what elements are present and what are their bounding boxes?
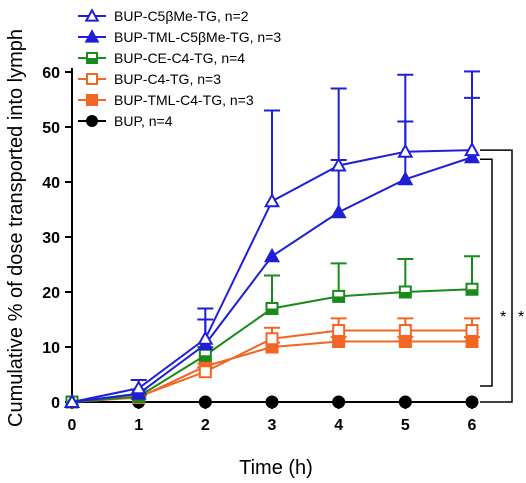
legend-label: BUP-C5βMe-TG, n=2 <box>114 8 249 24</box>
x-tick-label: 3 <box>268 417 277 434</box>
y-tick-label: 50 <box>42 120 60 137</box>
data-point-fill <box>199 355 211 361</box>
x-tick-label: 6 <box>468 417 477 434</box>
data-point <box>463 141 481 157</box>
y-tick-label: 0 <box>51 395 60 412</box>
data-point <box>332 289 346 303</box>
data-point <box>332 324 346 337</box>
y-tick-label: 10 <box>42 340 60 357</box>
data-point <box>130 379 147 395</box>
legend-label: BUP-CE-C4-TG, n=4 <box>114 50 245 66</box>
legend-item: BUP-TML-C5βMe-TG, n=3 <box>78 29 281 45</box>
axes: 0 10 20 30 40 50 60 0 1 2 3 4 5 6 <box>42 65 476 434</box>
x-tick-label: 4 <box>334 417 343 434</box>
data-point <box>332 395 346 409</box>
x-axis-title: Time (h) <box>239 457 313 479</box>
data-point <box>198 395 212 409</box>
data-point <box>463 148 481 164</box>
data-point <box>330 157 347 172</box>
legend-label: BUP-TML-C5βMe-TG, n=3 <box>114 29 281 45</box>
data-point <box>397 170 414 186</box>
legend-item: BUP-CE-C4-TG, n=4 <box>78 50 245 66</box>
legend-label: BUP-TML-C4-TG, n=3 <box>114 92 254 108</box>
data-point <box>265 332 279 346</box>
data-point <box>465 395 479 409</box>
data-point <box>332 335 346 348</box>
data-point-fill <box>399 292 411 298</box>
data-point <box>265 302 279 315</box>
data-point <box>197 330 214 345</box>
data-point <box>198 348 212 362</box>
legend-marker <box>86 94 98 106</box>
data-point <box>198 365 212 379</box>
series-layer <box>63 70 481 409</box>
legend-item: BUP-C5βMe-TG, n=2 <box>78 8 249 24</box>
data-point <box>265 395 279 409</box>
x-tick-label: 1 <box>134 417 143 434</box>
data-point <box>398 395 412 409</box>
series-2 <box>65 255 480 409</box>
outer-significance-star: * <box>518 309 524 326</box>
legend-marker <box>86 115 98 127</box>
y-tick-label: 40 <box>42 175 60 192</box>
y-tick-label: 60 <box>42 65 60 82</box>
series-0 <box>63 70 481 409</box>
data-point-fill <box>466 289 478 295</box>
outer-bracket <box>480 149 513 403</box>
data-point <box>263 247 281 263</box>
x-tick-label: 2 <box>201 417 210 434</box>
legend: BUP-C5βMe-TG, n=2 BUP-TML-C5βMe-TG, n=3 BU… <box>78 8 281 129</box>
legend-item: BUP-TML-C4-TG, n=3 <box>78 92 254 108</box>
legend-label: BUP, n=4 <box>114 113 173 129</box>
data-point-fill <box>266 308 278 314</box>
data-point <box>397 143 414 158</box>
legend-marker <box>86 73 98 85</box>
x-tick-label: 5 <box>401 417 410 434</box>
x-tick-label: 0 <box>68 417 77 434</box>
legend-marker <box>84 8 100 22</box>
legend-label: BUP-C4-TG, n=3 <box>114 71 221 87</box>
legend-item: BUP, n=4 <box>78 113 173 129</box>
data-point <box>465 282 479 296</box>
data-point <box>330 203 347 219</box>
y-tick-label: 20 <box>42 285 60 302</box>
data-point <box>398 335 412 348</box>
inner-significance-star: * <box>500 309 506 326</box>
data-point-fill <box>333 296 345 302</box>
legend-marker <box>84 29 100 43</box>
legend-marker <box>86 52 98 64</box>
data-point <box>398 324 412 337</box>
legend-marker-fill <box>87 58 97 63</box>
data-point <box>263 192 281 208</box>
legend-item: BUP-C4-TG, n=3 <box>78 71 221 87</box>
data-point <box>63 393 81 409</box>
data-point <box>465 335 479 348</box>
y-tick-label: 30 <box>42 230 60 247</box>
data-point <box>398 285 412 299</box>
y-axis-title: Cumulative % of dose transported into ly… <box>5 29 27 427</box>
inner-bracket <box>480 158 493 387</box>
data-point <box>465 324 479 337</box>
significance-annotations: ** <box>480 149 524 403</box>
